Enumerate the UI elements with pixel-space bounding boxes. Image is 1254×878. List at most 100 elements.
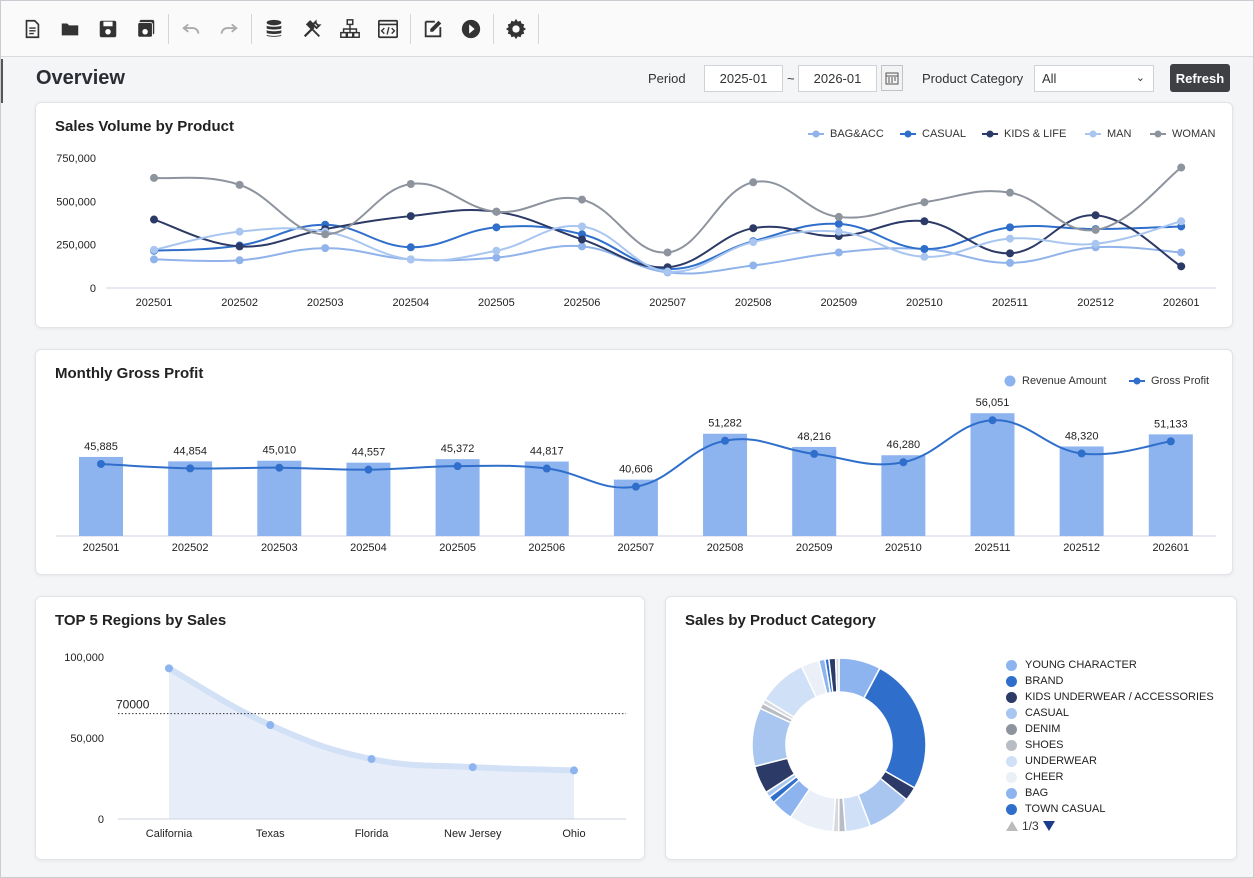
legend-item[interactable]: CHEER (1006, 769, 1214, 785)
pie-slice (834, 657, 840, 693)
data-point (364, 465, 373, 474)
legend-label: YOUNG CHARACTER (1025, 659, 1137, 671)
legend-label: BRAND (1025, 675, 1064, 687)
x-tick-label: 202506 (528, 542, 565, 554)
legend-label: CHEER (1025, 771, 1064, 783)
hierarchy-icon[interactable] (331, 10, 369, 48)
calendar-icon[interactable] (881, 65, 903, 91)
legend-item[interactable]: KIDS & LIFE (982, 128, 1066, 140)
legend-item[interactable]: Revenue Amount (1004, 375, 1106, 387)
data-point (542, 464, 551, 473)
data-point (899, 458, 908, 467)
x-tick-label: 202509 (796, 542, 833, 554)
save-icon[interactable] (89, 10, 127, 48)
data-point (468, 763, 477, 772)
legend-pager: 1/3 (1006, 819, 1055, 833)
y-tick-label: 0 (98, 814, 104, 826)
bar (792, 446, 837, 536)
x-tick-label: 202508 (707, 542, 744, 554)
legend-label: TOWN CASUAL (1025, 803, 1106, 815)
card-title: TOP 5 Regions by Sales (55, 612, 227, 629)
legend-item[interactable]: KIDS UNDERWEAR / ACCESSORIES (1006, 689, 1214, 705)
data-point (749, 224, 758, 233)
legend-swatch (1006, 723, 1017, 735)
data-point (150, 173, 158, 182)
legend-swatch (1006, 691, 1017, 703)
code-window-icon[interactable] (369, 10, 407, 48)
data-point (578, 235, 586, 244)
toolbar-separator (410, 13, 411, 44)
data-point (920, 198, 929, 207)
open-folder-icon[interactable] (51, 10, 89, 48)
data-point (367, 755, 376, 764)
bar (79, 456, 123, 536)
legend-item[interactable]: MAN (1085, 128, 1131, 140)
legend-item[interactable]: SHOES (1006, 737, 1214, 753)
x-tick-label: 202507 (649, 297, 686, 309)
data-point (1177, 217, 1186, 226)
data-point (578, 195, 586, 204)
data-point (1177, 262, 1186, 271)
bar (524, 461, 569, 536)
x-tick-label: 202510 (906, 297, 943, 309)
period-to-input[interactable]: 2026-01 (798, 65, 877, 92)
legend-swatch (1006, 675, 1017, 687)
legend-item[interactable]: WOMAN (1150, 128, 1215, 140)
page-up-icon[interactable] (1006, 821, 1018, 831)
play-icon[interactable] (452, 10, 490, 48)
category-select[interactable]: All ⌄ (1034, 65, 1154, 92)
toolbar-separator (493, 13, 494, 44)
legend-item[interactable]: BAG (1006, 785, 1214, 801)
tools-icon[interactable] (293, 10, 331, 48)
save-all-icon[interactable] (127, 10, 165, 48)
data-point (1006, 249, 1014, 258)
category-select-value: All (1042, 71, 1057, 86)
period-separator: ~ (787, 71, 795, 86)
x-tick-label: 202510 (885, 542, 922, 554)
category-label: Product Category (922, 71, 1024, 86)
data-label: 45,010 (262, 445, 296, 457)
legend-item[interactable]: YOUNG CHARACTER (1006, 657, 1214, 673)
legend-swatch (1006, 739, 1017, 751)
x-tick-label: 202503 (261, 542, 298, 554)
x-tick-label: 202508 (735, 297, 772, 309)
legend-item[interactable]: Gross Profit (1129, 375, 1209, 387)
legend-swatch (1006, 803, 1017, 815)
page-title: Overview (36, 67, 125, 89)
toolbar (1, 1, 1253, 57)
edit-icon[interactable] (414, 10, 452, 48)
data-point (834, 212, 843, 221)
y-tick-label: 100,000 (64, 652, 104, 664)
refresh-button[interactable]: Refresh (1170, 64, 1230, 92)
legend-item[interactable]: CASUAL (1006, 705, 1214, 721)
data-point (663, 248, 672, 257)
legend-item[interactable]: TOWN CASUAL (1006, 801, 1214, 817)
y-tick-label: 500,000 (56, 196, 96, 208)
legend-item[interactable]: DENIM (1006, 721, 1214, 737)
data-point (186, 464, 195, 473)
legend-item[interactable]: UNDERWEAR (1006, 753, 1214, 769)
period-from-input[interactable]: 2025-01 (704, 65, 783, 92)
redo-icon[interactable] (210, 10, 248, 48)
pie-slice (862, 667, 927, 790)
new-document-icon[interactable] (13, 10, 51, 48)
legend-item[interactable]: CASUAL (900, 128, 966, 140)
database-icon[interactable] (255, 10, 293, 48)
data-point (1177, 248, 1186, 257)
x-tick-label: 202505 (439, 542, 476, 554)
x-tick-label: California (146, 828, 193, 840)
x-tick-label: 202501 (83, 542, 120, 554)
data-point (834, 248, 843, 257)
legend-item[interactable]: BAG&ACC (808, 128, 884, 140)
data-point (492, 207, 501, 216)
toolbar-separator (251, 13, 252, 44)
legend-swatch (1006, 787, 1017, 799)
x-tick-label: Texas (256, 828, 285, 840)
x-tick-label: 202509 (820, 297, 857, 309)
gear-icon[interactable] (497, 10, 535, 48)
legend-item[interactable]: BRAND (1006, 673, 1214, 689)
undo-icon[interactable] (172, 10, 210, 48)
page-down-icon[interactable] (1042, 821, 1055, 831)
x-tick-label: 202511 (975, 542, 1011, 554)
data-point (920, 245, 929, 253)
